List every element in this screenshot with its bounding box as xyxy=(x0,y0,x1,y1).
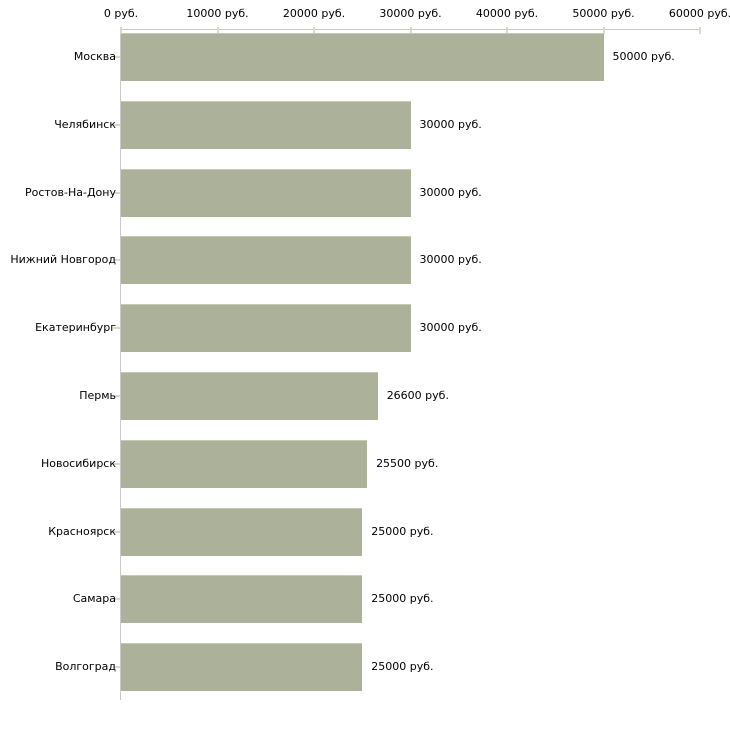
value-label: 30000 руб. xyxy=(419,117,482,131)
axis-tick xyxy=(699,27,701,34)
axis-tick-label: 0 руб. xyxy=(103,7,139,20)
value-label: 25000 руб. xyxy=(371,592,434,606)
category-label: Екатеринбург xyxy=(35,321,116,335)
category-label: Москва xyxy=(73,50,116,63)
value-label: 30000 руб. xyxy=(419,253,482,267)
category-tick xyxy=(113,530,120,533)
category-label: Ростов-На-Дону xyxy=(24,185,116,199)
value-label: 25500 руб. xyxy=(376,456,439,470)
category-tick xyxy=(113,259,120,262)
category-label: Челябинск xyxy=(54,117,116,131)
axis-tick-label: 30000 руб. xyxy=(379,7,442,20)
bar xyxy=(121,33,604,81)
axis-tick xyxy=(506,27,508,34)
category-label: Красноярск xyxy=(48,524,116,538)
value-label: 26600 руб. xyxy=(386,389,449,402)
value-label: 30000 руб. xyxy=(419,321,482,335)
bar xyxy=(121,236,411,285)
axis-tick-label: 50000 руб. xyxy=(572,7,635,20)
axis-tick xyxy=(602,27,605,34)
y-axis-line xyxy=(120,29,121,700)
category-tick xyxy=(113,395,120,397)
axis-tick xyxy=(120,27,122,34)
bar xyxy=(121,575,363,624)
value-label: 25000 руб. xyxy=(371,660,434,674)
bar xyxy=(121,439,368,488)
axis-tick xyxy=(409,27,412,34)
category-tick xyxy=(113,191,120,194)
value-label: 50000 руб. xyxy=(612,50,675,63)
bar xyxy=(121,643,363,692)
value-label: 25000 руб. xyxy=(371,524,434,538)
axis-tick xyxy=(216,27,219,34)
category-tick xyxy=(113,598,120,601)
bar xyxy=(121,507,363,556)
bar xyxy=(121,372,378,420)
value-label: 30000 руб. xyxy=(419,185,482,199)
category-label: Новосибирск xyxy=(40,456,116,470)
category-tick xyxy=(113,666,120,669)
category-label: Волгоград xyxy=(55,660,116,674)
category-tick xyxy=(113,462,120,465)
bar xyxy=(121,100,411,149)
axis-tick-label: 40000 руб. xyxy=(475,7,539,20)
axis-tick-label: 60000 руб. xyxy=(668,7,730,20)
category-tick xyxy=(113,56,120,58)
axis-tick xyxy=(313,27,315,34)
category-tick xyxy=(113,123,120,126)
axis-tick-label: 20000 руб. xyxy=(282,7,346,20)
category-tick xyxy=(113,327,120,330)
category-label: Нижний Новгород xyxy=(10,253,116,267)
bar xyxy=(121,168,411,217)
category-label: Пермь xyxy=(79,389,116,402)
category-label: Самара xyxy=(72,592,116,606)
bar xyxy=(121,304,411,353)
axis-tick-label: 10000 руб. xyxy=(186,7,249,20)
